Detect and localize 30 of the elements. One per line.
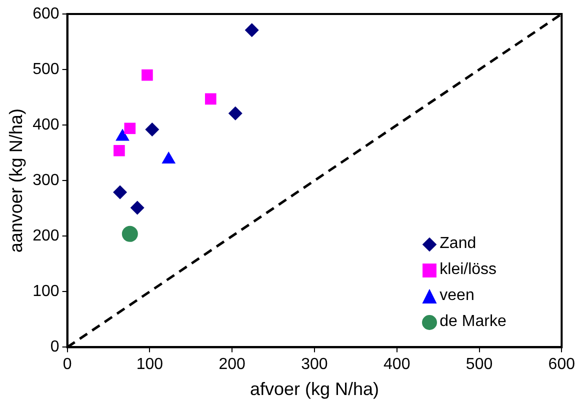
x-tick-label: 300 [301,356,328,374]
y-tick-label: 500 [32,60,60,78]
y-tick-label: 200 [32,228,60,245]
x-tick-label: 600 [548,356,576,374]
point [122,226,138,242]
point [124,122,136,134]
point [130,200,144,215]
legend-label: klei/löss [440,261,497,280]
y-tick-label: 100 [32,283,60,300]
x-tick-label: 400 [384,356,410,374]
point [114,144,125,156]
x-tick-label: 200 [218,356,246,374]
x-tick-label: 100 [136,356,164,374]
point [142,69,153,81]
x-axis-title: afvoer (kg N/ha) [250,379,380,400]
legend-label: veen [440,287,474,306]
x-tick-label: 500 [466,356,493,374]
point [244,23,259,38]
x-tick-label: 0 [62,356,72,374]
legend-label: de Marke [440,313,506,332]
point [228,106,242,120]
point [145,122,160,137]
y-tick-label: 600 [32,5,60,22]
y-tick-label: 400 [32,116,60,134]
point [113,185,128,200]
point [205,93,216,105]
y-axis-title: aanvoer (kg N/ha) [6,108,26,253]
y-tick-label: 0 [50,338,60,356]
legend-label: Zand [440,235,476,254]
y-tick-label: 300 [32,172,60,190]
